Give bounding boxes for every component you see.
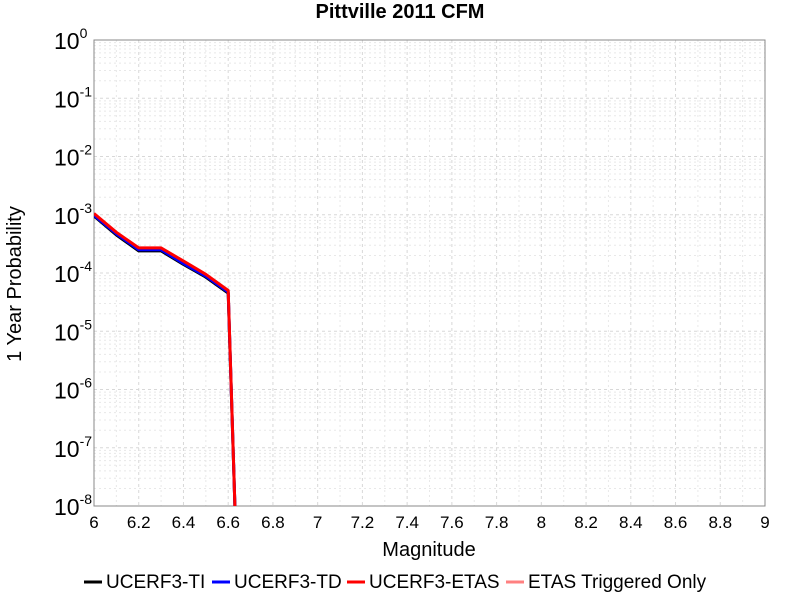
grid [93, 40, 766, 507]
x-tick-label: 7.8 [485, 513, 509, 532]
plot-area [93, 39, 766, 507]
y-tick-label: 10-7 [54, 433, 92, 462]
series-line [94, 214, 237, 506]
x-tick-label: 6.6 [216, 513, 240, 532]
y-tick-label: 10-3 [54, 200, 92, 229]
chart-title: Pittville 2011 CFM [316, 1, 485, 23]
x-tick-label: 7.4 [395, 513, 419, 532]
x-tick-label: 6.4 [172, 513, 196, 532]
x-tick-label: 7.6 [440, 513, 464, 532]
x-tick-label: 8.8 [708, 513, 732, 532]
y-tick-label: 10-2 [54, 142, 92, 171]
x-tick-label: 8.4 [619, 513, 643, 532]
series-line [94, 214, 237, 506]
y-axis-title: 1 Year Probability [4, 206, 26, 362]
legend-label: UCERF3-TD [234, 572, 342, 593]
y-tick-label: 10-4 [54, 258, 92, 287]
legend: UCERF3-TI UCERF3-TD UCERF3-ETAS ETAS Trigge… [84, 572, 707, 593]
x-tick-label: 6 [89, 513, 98, 532]
x-tick-label: 7.2 [351, 513, 375, 532]
x-tick-label: 9 [760, 513, 769, 532]
y-tick-label: 100 [54, 25, 88, 54]
x-tick-label: 7 [313, 513, 322, 532]
legend-label: ETAS Triggered Only [528, 572, 707, 593]
x-tick-label: 8.6 [664, 513, 688, 532]
y-axis-ticks: 100 10-1 10-2 10-3 10-4 10-5 10-6 10-7 10-8 [54, 25, 92, 520]
series-line [94, 212, 237, 506]
x-tick-label: 6.2 [127, 513, 151, 532]
y-tick-label: 10-5 [54, 316, 92, 345]
x-axis-ticks: 6 6.2 6.4 6.6 6.8 7 7.2 7.4 7.6 7.8 8 8.2 8.4 8.6 8.8 9 [89, 513, 769, 532]
x-axis-title: Magnitude [382, 539, 475, 561]
y-tick-label: 10-1 [54, 83, 92, 112]
legend-label: UCERF3-ETAS [369, 572, 500, 593]
y-tick-label: 10-8 [54, 491, 92, 520]
y-tick-label: 10-6 [54, 375, 92, 404]
x-tick-label: 6.8 [261, 513, 285, 532]
x-tick-label: 8 [537, 513, 546, 532]
x-tick-label: 8.2 [574, 513, 598, 532]
legend-label: UCERF3-TI [106, 572, 205, 593]
series-group [94, 212, 237, 506]
